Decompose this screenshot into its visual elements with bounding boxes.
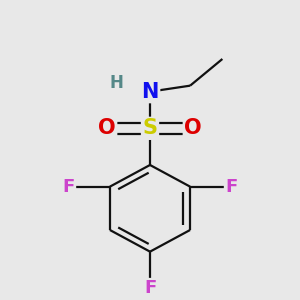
Text: O: O xyxy=(184,118,202,138)
Text: F: F xyxy=(144,279,156,297)
Text: O: O xyxy=(98,118,116,138)
Text: S: S xyxy=(142,118,158,138)
Text: F: F xyxy=(225,178,238,196)
Text: H: H xyxy=(109,74,123,92)
Text: F: F xyxy=(62,178,75,196)
Text: N: N xyxy=(141,82,159,102)
